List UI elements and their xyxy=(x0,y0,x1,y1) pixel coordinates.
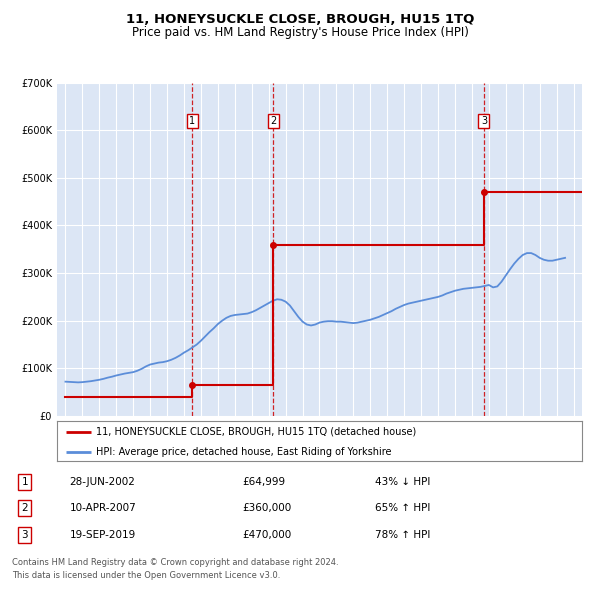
Text: 1: 1 xyxy=(189,116,196,126)
Text: £470,000: £470,000 xyxy=(242,530,292,540)
Text: 11, HONEYSUCKLE CLOSE, BROUGH, HU15 1TQ: 11, HONEYSUCKLE CLOSE, BROUGH, HU15 1TQ xyxy=(126,13,474,26)
Text: 2: 2 xyxy=(270,116,277,126)
Text: 28-JUN-2002: 28-JUN-2002 xyxy=(70,477,136,487)
Text: This data is licensed under the Open Government Licence v3.0.: This data is licensed under the Open Gov… xyxy=(12,571,280,580)
Text: £64,999: £64,999 xyxy=(242,477,286,487)
Text: 2: 2 xyxy=(22,503,28,513)
Text: 3: 3 xyxy=(22,530,28,540)
Text: 78% ↑ HPI: 78% ↑ HPI xyxy=(375,530,430,540)
Text: HPI: Average price, detached house, East Riding of Yorkshire: HPI: Average price, detached house, East… xyxy=(97,447,392,457)
Text: 10-APR-2007: 10-APR-2007 xyxy=(70,503,136,513)
Text: Contains HM Land Registry data © Crown copyright and database right 2024.: Contains HM Land Registry data © Crown c… xyxy=(12,558,338,566)
Text: 11, HONEYSUCKLE CLOSE, BROUGH, HU15 1TQ (detached house): 11, HONEYSUCKLE CLOSE, BROUGH, HU15 1TQ … xyxy=(97,427,416,437)
Text: 1: 1 xyxy=(22,477,28,487)
Text: 19-SEP-2019: 19-SEP-2019 xyxy=(70,530,136,540)
Text: 65% ↑ HPI: 65% ↑ HPI xyxy=(375,503,430,513)
Text: £360,000: £360,000 xyxy=(242,503,292,513)
Text: 43% ↓ HPI: 43% ↓ HPI xyxy=(375,477,430,487)
Text: Price paid vs. HM Land Registry's House Price Index (HPI): Price paid vs. HM Land Registry's House … xyxy=(131,26,469,39)
Text: 3: 3 xyxy=(481,116,487,126)
